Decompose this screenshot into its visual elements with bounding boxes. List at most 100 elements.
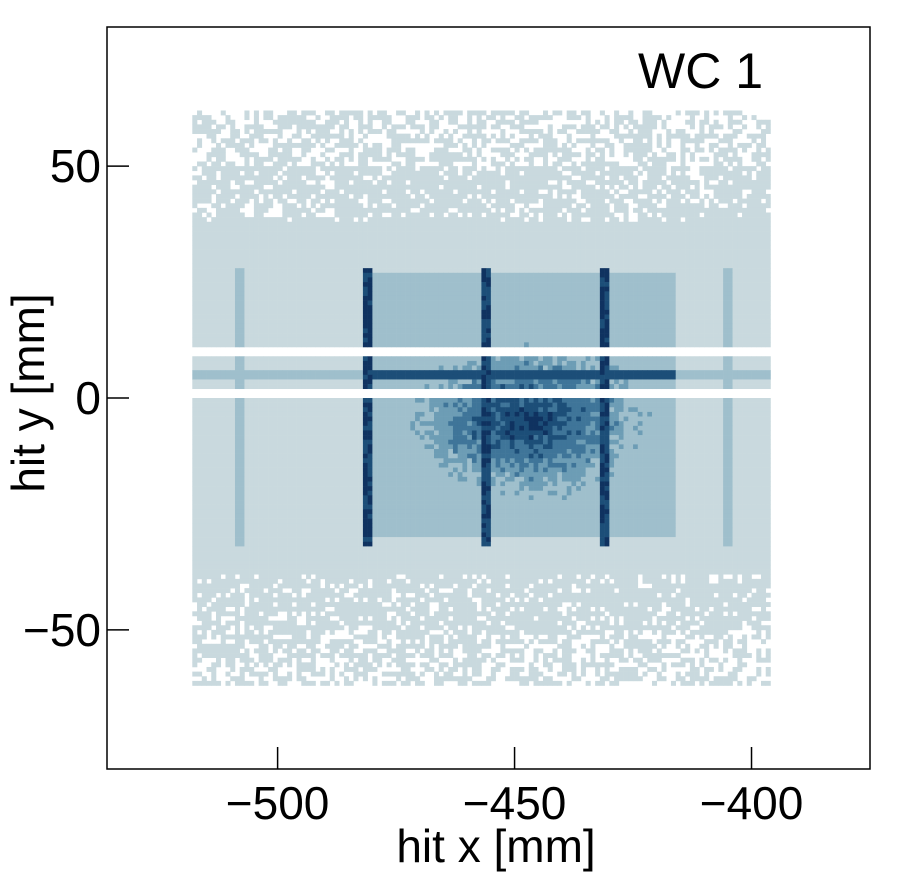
heatmap-cell (410, 268, 416, 274)
heatmap-cell (467, 115, 473, 121)
heatmap-cell (438, 115, 444, 121)
heatmap-cell (524, 147, 530, 153)
heatmap-cell (761, 268, 767, 274)
heatmap-cell (391, 193, 397, 199)
heatmap-cell (438, 309, 444, 315)
heatmap-cell (206, 314, 212, 320)
heatmap-cell (424, 184, 430, 190)
heatmap-cell (443, 282, 449, 287)
heatmap-cell (287, 305, 293, 311)
heatmap-cell (500, 268, 506, 274)
heatmap-cell (277, 323, 283, 329)
heatmap-cell (220, 277, 226, 283)
heatmap-cell (315, 244, 321, 250)
heatmap-cell (272, 309, 278, 315)
heatmap-cell (737, 263, 743, 269)
heatmap-cell (727, 142, 733, 148)
heatmap-cell (471, 133, 477, 139)
heatmap-cell (609, 305, 615, 311)
heatmap-cell (761, 249, 767, 255)
heatmap-cell (381, 193, 387, 199)
heatmap-cell (334, 254, 340, 260)
heatmap-cell (746, 328, 752, 334)
heatmap-cell (263, 110, 269, 116)
heatmap-cell (353, 333, 359, 339)
heatmap-cell (197, 295, 203, 301)
heatmap-cell (400, 286, 406, 292)
heatmap-cell (486, 282, 492, 287)
heatmap-cell (282, 277, 288, 283)
heatmap-cell (761, 170, 767, 176)
heatmap-cell (268, 244, 274, 250)
heatmap-cell (438, 207, 444, 213)
heatmap-cell (628, 323, 634, 329)
heatmap-cell (599, 221, 605, 227)
heatmap-cell (666, 226, 672, 232)
heatmap-cell (348, 295, 354, 301)
heatmap-cell (201, 207, 207, 213)
heatmap-cell (452, 198, 458, 204)
heatmap-cell (576, 323, 582, 329)
heatmap-cell (192, 175, 198, 181)
heatmap-cell (320, 142, 326, 148)
heatmap-cell (500, 254, 506, 260)
heatmap-cell (680, 170, 686, 176)
heatmap-cell (197, 240, 203, 246)
heatmap-cell (230, 124, 236, 130)
heatmap-cell (329, 175, 335, 181)
heatmap-cell (320, 309, 326, 315)
heatmap-cell (301, 152, 307, 158)
heatmap-cell (623, 142, 629, 148)
heatmap-cell (234, 309, 240, 315)
heatmap-cell (448, 305, 454, 311)
heatmap-cell (580, 286, 586, 292)
heatmap-cell (239, 291, 245, 297)
heatmap-cell (509, 133, 515, 139)
heatmap-cell (623, 300, 629, 306)
heatmap-cell (524, 323, 530, 329)
heatmap-cell (381, 277, 387, 283)
heatmap-cell (201, 272, 207, 278)
heatmap-cell (609, 309, 615, 315)
heatmap-cell (258, 314, 264, 320)
heatmap-cell (476, 263, 482, 269)
heatmap-cell (301, 170, 307, 176)
heatmap-cell (704, 249, 710, 255)
heatmap-cell (519, 263, 525, 269)
heatmap-cell (543, 258, 549, 264)
heatmap-cell (538, 231, 544, 236)
heatmap-cell (628, 240, 634, 246)
heatmap-cell (230, 244, 236, 250)
heatmap-cell (614, 272, 620, 278)
heatmap-cell (320, 217, 326, 223)
heatmap-cell (291, 166, 297, 172)
heatmap-cell (306, 212, 312, 218)
heatmap-cell (557, 207, 563, 213)
heatmap-cell (220, 212, 226, 218)
heatmap-cell (561, 309, 567, 315)
heatmap-cell (448, 300, 454, 306)
heatmap-cell (287, 207, 293, 213)
heatmap-cell (206, 115, 212, 121)
heatmap-cell (694, 133, 700, 139)
heatmap-cell (310, 295, 316, 301)
heatmap-cell (443, 180, 449, 185)
heatmap-cell (367, 300, 373, 306)
heatmap-cell (277, 295, 283, 301)
heatmap-cell (253, 133, 259, 139)
heatmap-cell (765, 175, 771, 181)
heatmap-cell (476, 328, 482, 334)
heatmap-cell (528, 184, 534, 190)
heatmap-cell (737, 309, 743, 315)
heatmap-cell (756, 272, 762, 278)
heatmap-cell (604, 203, 610, 209)
heatmap-cell (742, 282, 748, 287)
heatmap-cell (419, 129, 425, 134)
heatmap-cell (258, 309, 264, 315)
heatmap-cell (505, 198, 511, 204)
heatmap-cell (197, 184, 203, 190)
heatmap-cell (666, 272, 672, 278)
heatmap-cell (685, 212, 691, 218)
heatmap-cell (500, 198, 506, 204)
heatmap-cell (689, 217, 695, 223)
